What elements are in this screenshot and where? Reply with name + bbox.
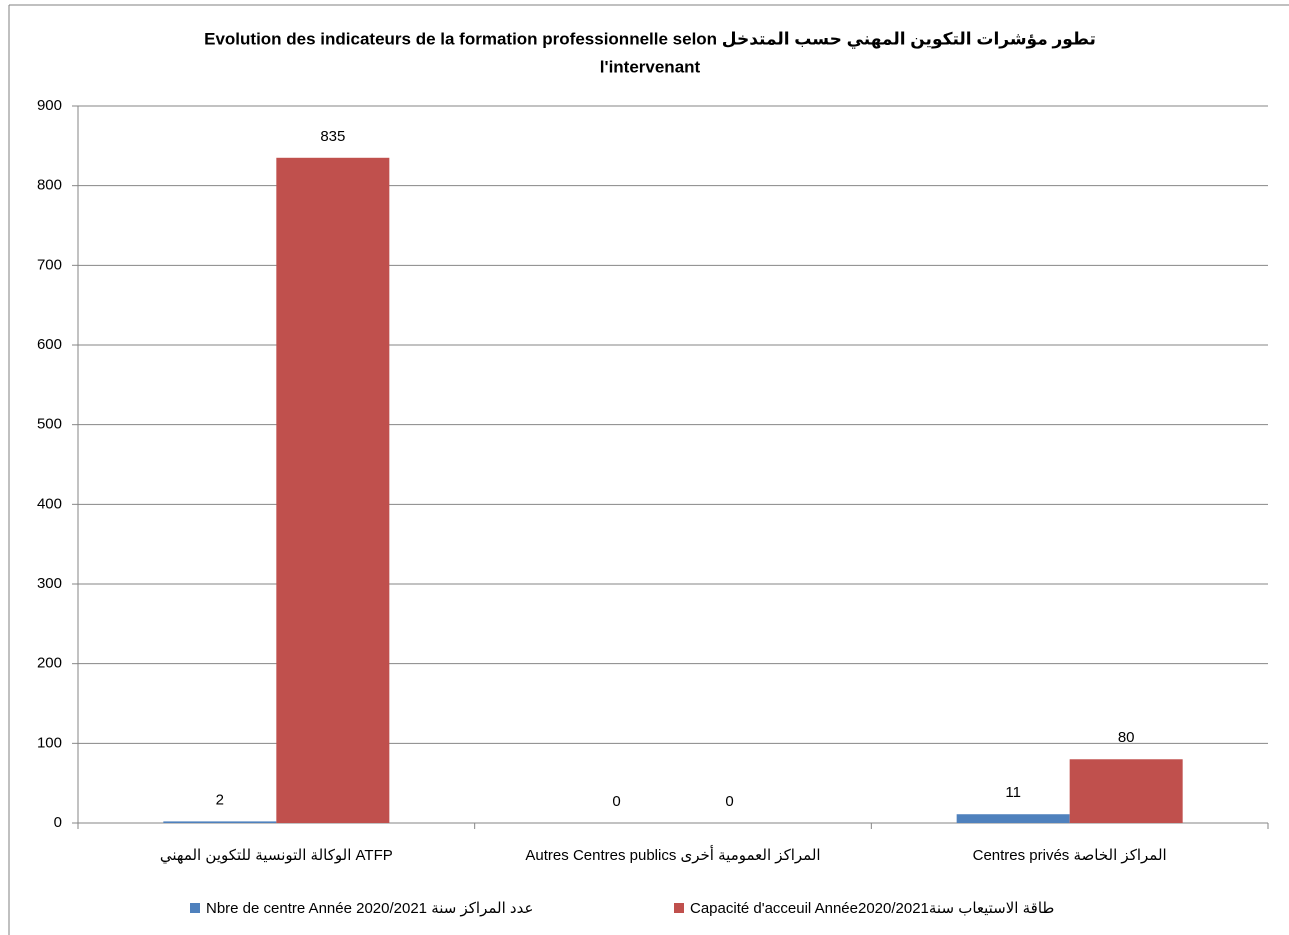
y-tick-label: 600 (37, 336, 62, 353)
legend-label: Nbre de centre Année 2020/2021 عدد المرا… (206, 900, 533, 917)
data-label: 835 (320, 128, 345, 145)
data-label: 0 (612, 793, 620, 810)
y-tick-label: 500 (37, 416, 62, 433)
bar (1069, 759, 1183, 823)
y-tick-label: 200 (37, 655, 62, 672)
y-tick-label: 700 (37, 256, 62, 273)
chart-title: l'intervenant (600, 57, 701, 76)
bar (956, 814, 1070, 823)
legend-swatch (190, 903, 200, 913)
data-label: 2 (216, 791, 224, 808)
y-tick-label: 300 (37, 575, 62, 592)
data-label: 11 (1005, 784, 1021, 801)
bar (276, 157, 390, 824)
y-tick-label: 900 (37, 97, 62, 114)
bar (163, 821, 277, 823)
chart-title: Evolution des indicateurs de la formatio… (204, 29, 1096, 49)
y-tick-label: 0 (54, 814, 62, 831)
y-tick-label: 800 (37, 177, 62, 194)
x-tick-label: Centres privés المراكز الخاصة (973, 847, 1167, 864)
data-label: 80 (1118, 729, 1135, 746)
x-tick-label: الوكالة التونسية للتكوين المهني ATFP (160, 847, 393, 865)
y-tick-label: 400 (37, 495, 62, 512)
data-label: 0 (725, 793, 733, 810)
y-tick-label: 100 (37, 734, 62, 751)
x-tick-label: Autres Centres publics المراكز العمومية … (525, 845, 820, 864)
legend-swatch (674, 903, 684, 913)
legend-label: Capacité d'acceuil Année2020/2021طاقة ال… (690, 900, 1054, 917)
